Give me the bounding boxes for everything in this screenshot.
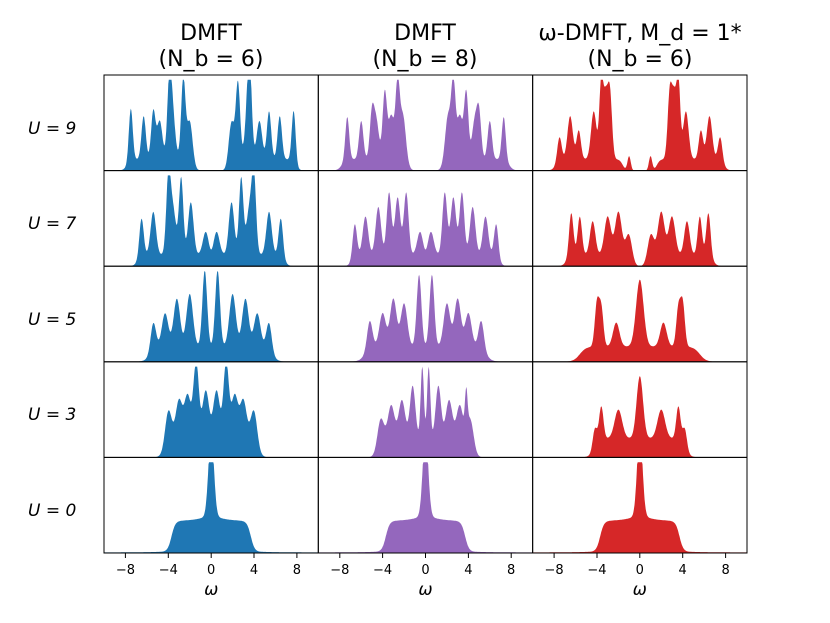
x-tick-label-c0-4: 8 — [293, 563, 301, 578]
row-labels: U = 9 U = 7 U = 5 U = 3 U = 0 — [28, 119, 76, 521]
x-tick-label-c2-3: 4 — [679, 563, 687, 578]
panel-frames — [103, 74, 748, 554]
x-tick-label-c2-1: −4 — [587, 563, 606, 578]
spectrum-c2-u7 — [532, 211, 747, 267]
x-tick-label-c2-0: −8 — [545, 563, 564, 578]
spectrum-c0-u3 — [104, 366, 319, 458]
spectrum-c1-u5 — [318, 274, 533, 362]
row-label-u0: U = 0 — [28, 501, 76, 521]
x-tick-label-c1-2: 0 — [421, 563, 429, 578]
x-tick-label-c0-1: −4 — [159, 563, 178, 578]
x-tick-label-c0-2: 0 — [207, 563, 215, 578]
x-tick-label-c1-0: −8 — [330, 563, 349, 578]
x-tick-label-c1-3: 4 — [464, 563, 472, 578]
row-label-u3: U = 3 — [28, 405, 76, 425]
spectrum-c0-u0 — [104, 462, 319, 553]
spectrum-c1-u3 — [318, 366, 533, 458]
spectrum-c1-u0 — [318, 462, 533, 553]
spectrum-c1-u9 — [318, 79, 533, 171]
column-subtitle-dmft-8: (N_b = 8) — [372, 47, 477, 72]
column-subtitle-omega-dmft: (N_b = 6) — [587, 47, 692, 72]
x-tick-label-c2-2: 0 — [636, 563, 644, 578]
column-titles: DMFT (N_b = 6) DMFT (N_b = 8) ω-DMFT, M_… — [158, 21, 741, 72]
x-axis-label-c1: ω — [418, 580, 432, 600]
column-title-dmft-6: DMFT — [180, 21, 242, 46]
spectrum-c1-u7 — [318, 192, 533, 267]
x-axis-label-c0: ω — [204, 580, 218, 600]
spectrum-c0-u9 — [104, 79, 319, 171]
x-tick-label-c0-3: 4 — [250, 563, 258, 578]
row-label-u5: U = 5 — [28, 310, 76, 330]
row-label-u9: U = 9 — [28, 119, 76, 139]
spectrum-c2-u3 — [532, 376, 747, 458]
x-tick-label-c1-4: 8 — [507, 563, 515, 578]
spectrum-c0-u7 — [104, 175, 319, 267]
x-axes: −8 −4 0 4 8 ω −8 −4 0 4 8 ω −8 −4 0 4 8 ω — [116, 553, 730, 600]
column-title-omega-dmft: ω-DMFT, M_d = 1* — [538, 21, 741, 46]
row-label-u7: U = 7 — [28, 214, 76, 234]
x-axis-label-c2: ω — [633, 580, 647, 600]
panel-frame-c0-r0 — [103, 74, 319, 172]
spectrum-c2-u9 — [532, 79, 747, 171]
column-subtitle-dmft-6: (N_b = 6) — [158, 47, 263, 72]
spectrum-c2-u0 — [532, 462, 747, 553]
spectrum-c2-u5 — [532, 279, 747, 362]
x-tick-label-c1-1: −4 — [373, 563, 392, 578]
column-title-dmft-8: DMFT — [394, 21, 456, 46]
x-tick-label-c2-4: 8 — [721, 563, 729, 578]
panel-frame-c2-r1 — [532, 170, 748, 267]
panel-grid — [104, 79, 747, 553]
x-tick-label-c0-0: −8 — [116, 563, 135, 578]
spectrum-c0-u5 — [104, 271, 319, 362]
